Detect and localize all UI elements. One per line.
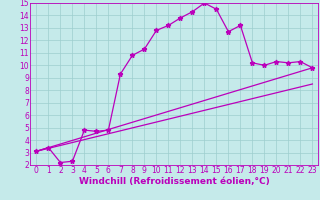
X-axis label: Windchill (Refroidissement éolien,°C): Windchill (Refroidissement éolien,°C) xyxy=(79,177,270,186)
